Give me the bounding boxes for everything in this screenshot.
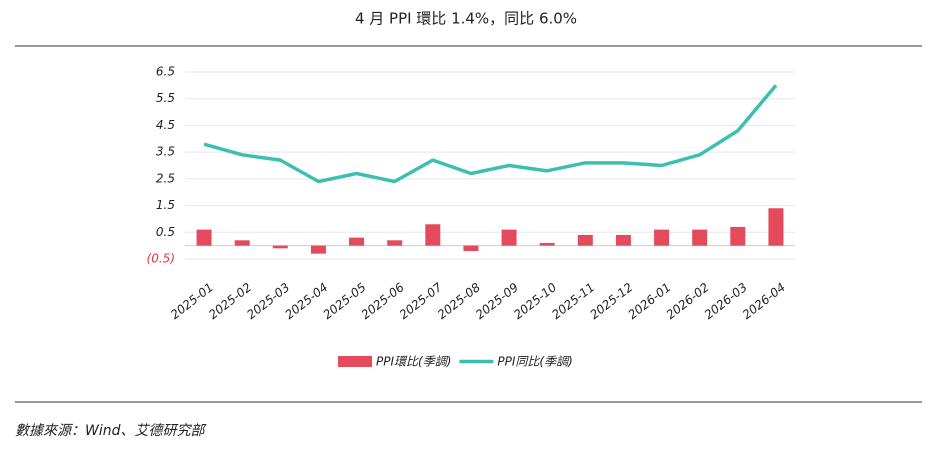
- bar: [272, 245, 288, 249]
- y-tick-label: 4.5: [156, 118, 175, 132]
- bar: [310, 245, 326, 254]
- bar: [387, 240, 403, 246]
- bar: [577, 234, 593, 246]
- legend-swatch: [338, 356, 372, 367]
- y-tick-label: (0.5): [147, 252, 175, 266]
- y-tick-label: 1.5: [156, 198, 175, 212]
- y-tick-label: 6.5: [156, 65, 175, 79]
- bar: [501, 229, 517, 246]
- line: [203, 84, 778, 184]
- bar: [425, 224, 441, 246]
- x-tick-label: 2026-04: [740, 280, 788, 322]
- bar: [730, 226, 746, 246]
- bar: [234, 240, 250, 246]
- legend-label: PPI環比(季調): [376, 355, 451, 369]
- bar: [196, 229, 212, 246]
- bar: [692, 229, 708, 246]
- y-tick-label: 5.5: [156, 91, 175, 105]
- source: 數據來源：Wind、艾德研究部: [15, 423, 206, 439]
- bar: [463, 245, 479, 251]
- y-tick-label: 3.5: [156, 145, 175, 159]
- y-tick-label: 2.5: [156, 171, 175, 185]
- bar: [539, 242, 555, 246]
- bar: [615, 234, 631, 246]
- bar: [349, 237, 365, 246]
- bar: [654, 229, 670, 246]
- bar: [768, 208, 784, 246]
- legend-label: PPI同比(季調): [497, 355, 572, 369]
- y-tick-label: 0.5: [156, 225, 175, 239]
- chart-title: 4 月 PPI 環比 1.4%，同比 6.0%: [355, 10, 577, 28]
